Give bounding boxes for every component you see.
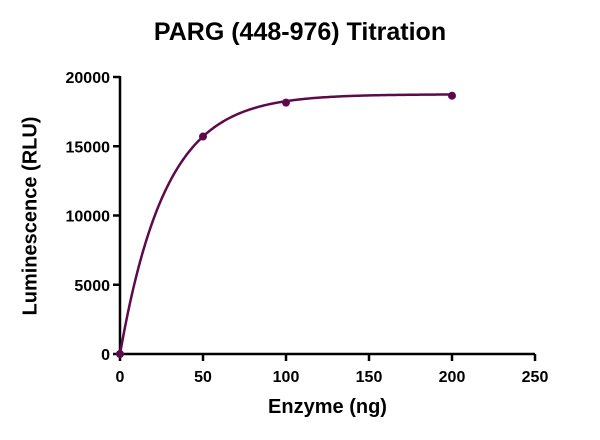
data-point-marker	[282, 98, 290, 107]
x-tick-label: 50	[194, 369, 212, 386]
y-tick-label: 5000	[74, 278, 110, 295]
y-tick-label: 20000	[66, 70, 111, 87]
y-tick-label: 15000	[66, 139, 111, 156]
y-tick-label: 10000	[66, 209, 111, 226]
x-tick-label: 0	[116, 369, 125, 386]
data-point-marker	[199, 132, 207, 141]
y-tick-label: 0	[101, 347, 110, 364]
fit-curve	[118, 93, 453, 355]
x-tick-label: 200	[439, 369, 466, 386]
chart-title: PARG (448-976) Titration	[153, 18, 447, 46]
axes: 0 50 100 150 200 250 0 5000 10000 15000 20000	[66, 70, 549, 386]
x-tick-label: 100	[273, 369, 300, 386]
data-series	[116, 91, 456, 358]
data-point-marker	[116, 350, 124, 358]
x-tick-label: 250	[522, 369, 549, 386]
data-point-marker	[448, 91, 456, 100]
x-tick-label: 150	[356, 369, 383, 386]
x-axis-title: Enzyme (ng)	[268, 396, 387, 418]
